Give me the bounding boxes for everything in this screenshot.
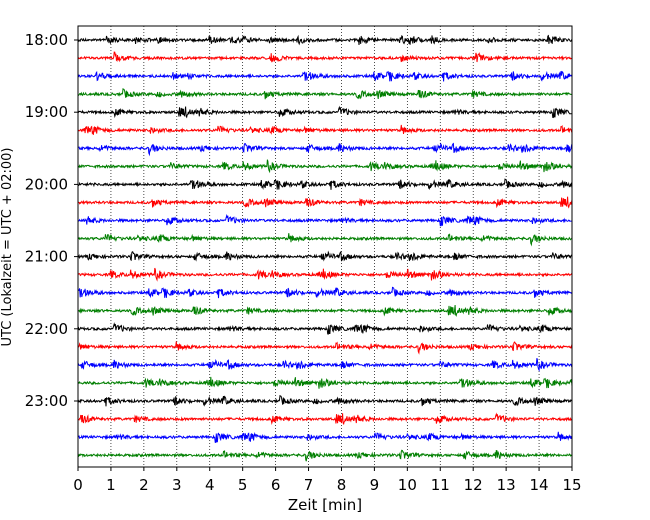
trace-line-2300 bbox=[77, 394, 573, 407]
y-axis: 18:00 19:00 20:00 21:00 22:00 23:00 bbox=[25, 31, 78, 410]
y-tick-label: 23:00 bbox=[25, 392, 68, 410]
y-tick-label: 21:00 bbox=[25, 248, 68, 266]
y-tick-label: 22:00 bbox=[25, 320, 68, 338]
trace-line-2030 bbox=[77, 213, 573, 227]
x-tick-label: 2 bbox=[139, 476, 149, 494]
x-tick-label: 11 bbox=[431, 476, 450, 494]
x-tick-label: 15 bbox=[562, 476, 581, 494]
trace-line-2200 bbox=[77, 322, 573, 335]
x-tick-label: 1 bbox=[106, 476, 116, 494]
plot-frame bbox=[77, 25, 573, 468]
x-tick-label: 0 bbox=[73, 476, 83, 494]
trace-line-2115 bbox=[77, 267, 573, 282]
trace-line-1900 bbox=[77, 105, 573, 119]
trace-line-2230 bbox=[77, 358, 573, 372]
trace-line-2000 bbox=[77, 178, 573, 190]
trace-line-2245 bbox=[77, 376, 573, 389]
trace-series bbox=[77, 34, 573, 462]
x-tick-label: 8 bbox=[337, 476, 347, 494]
x-tick-label: 12 bbox=[464, 476, 483, 494]
trace-line-2145 bbox=[77, 304, 572, 317]
x-axis: 0 1 2 3 4 5 6 7 8 9 10 11 12 13 14 15 bbox=[73, 467, 582, 494]
x-tick-label: 6 bbox=[271, 476, 281, 494]
trace-line-1830 bbox=[77, 70, 573, 82]
trace-line-1915 bbox=[77, 124, 573, 135]
trace-line-1930 bbox=[77, 142, 573, 157]
trace-line-2215 bbox=[77, 341, 573, 355]
trace-line-2045 bbox=[77, 233, 573, 247]
x-tick-label: 3 bbox=[172, 476, 182, 494]
trace-line-1815 bbox=[77, 51, 573, 63]
x-tick-label: 5 bbox=[238, 476, 248, 494]
trace-line-2130 bbox=[77, 286, 573, 299]
x-tick-label: 13 bbox=[497, 476, 516, 494]
trace-line-2015 bbox=[77, 196, 573, 209]
trace-line-2100 bbox=[78, 250, 573, 262]
x-tick-label: 10 bbox=[398, 476, 417, 494]
x-tick-label: 7 bbox=[304, 476, 314, 494]
trace-line-1800 bbox=[77, 34, 573, 46]
trace-line-2345 bbox=[77, 449, 573, 462]
trace-line-1845 bbox=[77, 88, 573, 100]
x-axis-label: Zeit [min] bbox=[288, 496, 362, 514]
trace-line-1945 bbox=[77, 159, 573, 174]
y-axis-label: UTC (Lokalzeit = UTC + 02:00) bbox=[0, 148, 15, 347]
x-tick-label: 9 bbox=[370, 476, 380, 494]
trace-line-2315 bbox=[77, 412, 573, 426]
y-tick-label: 18:00 bbox=[25, 31, 68, 49]
x-tick-label: 14 bbox=[530, 476, 549, 494]
x-tick-label: 4 bbox=[205, 476, 215, 494]
y-tick-label: 19:00 bbox=[25, 103, 68, 121]
trace-line-2330 bbox=[77, 431, 573, 443]
y-tick-label: 20:00 bbox=[25, 175, 68, 193]
